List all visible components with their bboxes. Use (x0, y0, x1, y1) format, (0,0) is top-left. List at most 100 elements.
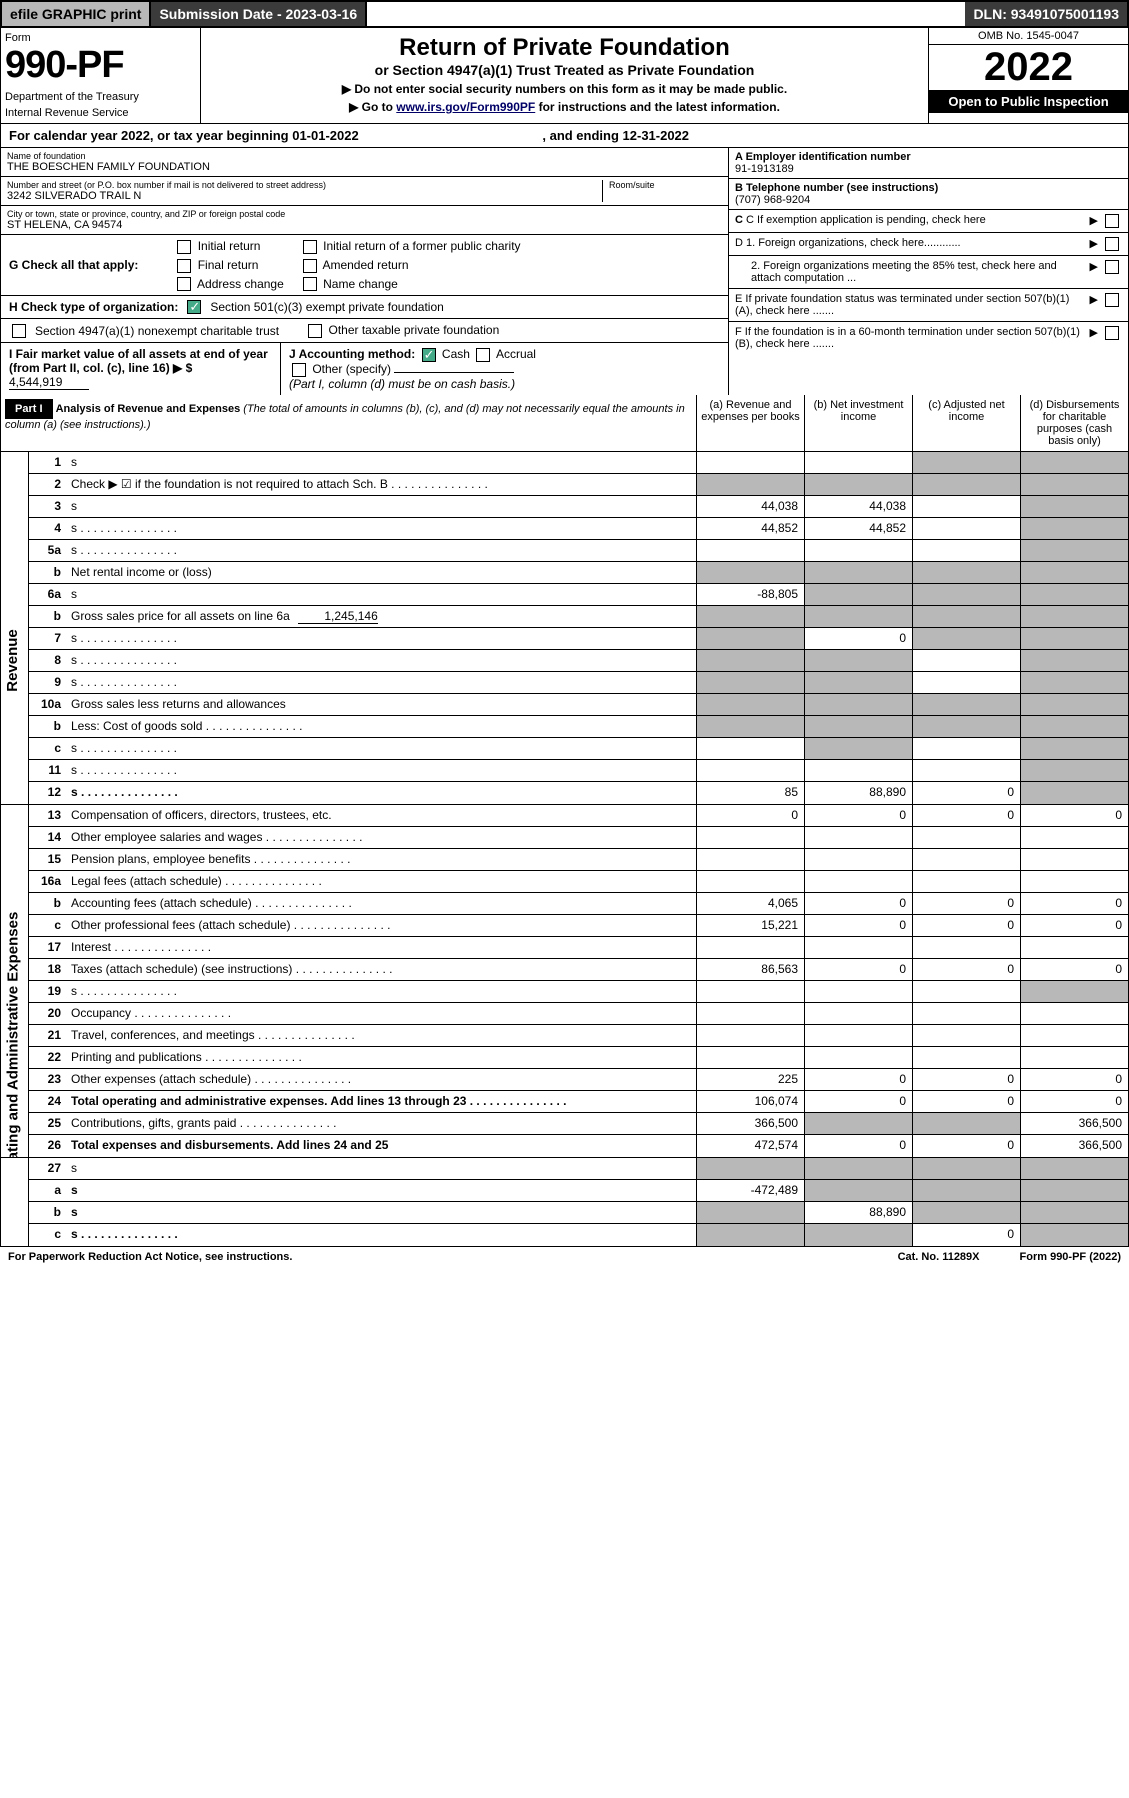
table-row: 13Compensation of officers, directors, t… (29, 805, 1128, 827)
efile-button[interactable]: efile GRAPHIC print (2, 2, 151, 26)
table-row: 11s (29, 760, 1128, 782)
table-row: 6as-88,805 (29, 584, 1128, 606)
top-bar: efile GRAPHIC print Submission Date - 20… (0, 0, 1129, 28)
section-f: F If the foundation is in a 60-month ter… (735, 326, 1086, 350)
form-label: Form (5, 32, 196, 44)
form-subtitle: or Section 4947(a)(1) Trust Treated as P… (207, 62, 922, 78)
checkbox-other-method[interactable] (292, 363, 306, 377)
room-label: Room/suite (609, 180, 722, 190)
city-state-zip: ST HELENA, CA 94574 (7, 219, 722, 231)
col-d-header: (d) Disbursements for charitable purpose… (1020, 395, 1128, 451)
table-row: 3s44,03844,038 (29, 496, 1128, 518)
table-row: cOther professional fees (attach schedul… (29, 915, 1128, 937)
checkbox-d1[interactable] (1105, 237, 1119, 251)
checkbox-amended[interactable] (303, 259, 317, 273)
foundation-name: THE BOESCHEN FAMILY FOUNDATION (7, 161, 722, 173)
table-row: as-472,489 (29, 1180, 1128, 1202)
table-row: 26Total expenses and disbursements. Add … (29, 1135, 1128, 1157)
bottom-section: 27sas-472,489bs88,890cs0 (0, 1158, 1129, 1247)
ein-label: A Employer identification number (735, 151, 911, 163)
checkbox-former-public[interactable] (303, 240, 317, 254)
col-a-header: (a) Revenue and expenses per books (696, 395, 804, 451)
checkbox-final-return[interactable] (177, 259, 191, 273)
table-row: 5as (29, 540, 1128, 562)
section-d2: 2. Foreign organizations meeting the 85%… (735, 260, 1086, 284)
part1-label: Part I (5, 399, 53, 419)
note-link: ▶ Go to www.irs.gov/Form990PF for instru… (207, 100, 922, 114)
section-i-label: I Fair market value of all assets at end… (9, 347, 268, 375)
table-row: 25Contributions, gifts, grants paid366,5… (29, 1113, 1128, 1135)
note-ssn: ▶ Do not enter social security numbers o… (207, 82, 922, 96)
section-c: C C If exemption application is pending,… (735, 214, 1086, 228)
table-row: 4s44,85244,852 (29, 518, 1128, 540)
checkbox-cash[interactable] (422, 348, 436, 362)
checkbox-name-change[interactable] (303, 277, 317, 291)
form-number: 990-PF (5, 44, 196, 87)
open-public-badge: Open to Public Inspection (929, 90, 1128, 113)
irs-link[interactable]: www.irs.gov/Form990PF (396, 100, 535, 114)
table-row: 19s (29, 981, 1128, 1003)
col-b-header: (b) Net investment income (804, 395, 912, 451)
table-row: bLess: Cost of goods sold (29, 716, 1128, 738)
footer-catno: Cat. No. 11289X (898, 1251, 980, 1263)
section-e: E If private foundation status was termi… (735, 293, 1086, 317)
footer-paperwork: For Paperwork Reduction Act Notice, see … (8, 1251, 292, 1263)
addr-label: Number and street (or P.O. box number if… (7, 180, 602, 190)
section-g: G Check all that apply: Initial return F… (1, 235, 728, 296)
table-row: 20Occupancy (29, 1003, 1128, 1025)
ein-value: 91-1913189 (735, 163, 1122, 175)
table-row: 12s8588,8900 (29, 782, 1128, 804)
checkbox-address-change[interactable] (177, 277, 191, 291)
form-title: Return of Private Foundation (207, 34, 922, 62)
table-row: 10aGross sales less returns and allowanc… (29, 694, 1128, 716)
expenses-section: Operating and Administrative Expenses 13… (0, 805, 1129, 1158)
col-c-header: (c) Adjusted net income (912, 395, 1020, 451)
table-row: 22Printing and publications (29, 1047, 1128, 1069)
phone-label: B Telephone number (see instructions) (735, 182, 938, 194)
footer-formref: Form 990-PF (2022) (1020, 1251, 1121, 1263)
table-row: 15Pension plans, employee benefits (29, 849, 1128, 871)
table-row: 17Interest (29, 937, 1128, 959)
part1-header: Part I Analysis of Revenue and Expenses … (0, 395, 1129, 452)
checkbox-c[interactable] (1105, 214, 1119, 228)
checkbox-d2[interactable] (1105, 260, 1119, 274)
table-row: 18Taxes (attach schedule) (see instructi… (29, 959, 1128, 981)
checkbox-f[interactable] (1105, 326, 1119, 340)
dln-number: DLN: 93491075001193 (965, 2, 1127, 26)
section-h: H Check type of organization: Section 50… (1, 296, 728, 319)
table-row: 2Check ▶ ☑ if the foundation is not requ… (29, 474, 1128, 496)
checkbox-accrual[interactable] (476, 348, 490, 362)
table-row: 24Total operating and administrative exp… (29, 1091, 1128, 1113)
revenue-label: Revenue (4, 629, 21, 692)
table-row: 14Other employee salaries and wages (29, 827, 1128, 849)
table-row: cs (29, 738, 1128, 760)
dept-treasury: Department of the Treasury (5, 91, 196, 103)
phone-value: (707) 968-9204 (735, 194, 1122, 206)
table-row: bGross sales price for all assets on lin… (29, 606, 1128, 628)
table-row: 9s (29, 672, 1128, 694)
calendar-year-row: For calendar year 2022, or tax year begi… (0, 124, 1129, 148)
checkbox-4947[interactable] (12, 324, 26, 338)
name-label: Name of foundation (7, 151, 722, 161)
table-row: 7s0 (29, 628, 1128, 650)
table-row: 23Other expenses (attach schedule)225000 (29, 1069, 1128, 1091)
table-row: cs0 (29, 1224, 1128, 1246)
table-row: 21Travel, conferences, and meetings (29, 1025, 1128, 1047)
table-row: bNet rental income or (loss) (29, 562, 1128, 584)
checkbox-501c3[interactable] (187, 300, 201, 314)
omb-number: OMB No. 1545-0047 (929, 28, 1128, 45)
fair-market-value: 4,544,919 (9, 375, 89, 390)
table-row: 27s (29, 1158, 1128, 1180)
section-d1: D 1. Foreign organizations, check here..… (735, 237, 1086, 251)
address: 3242 SILVERADO TRAIL N (7, 190, 602, 202)
checkbox-initial-return[interactable] (177, 240, 191, 254)
city-label: City or town, state or province, country… (7, 209, 722, 219)
tax-year: 2022 (929, 45, 1128, 90)
table-row: bs88,890 (29, 1202, 1128, 1224)
dept-irs: Internal Revenue Service (5, 107, 196, 119)
revenue-section: Revenue 1s2Check ▶ ☑ if the foundation i… (0, 452, 1129, 805)
checkbox-e[interactable] (1105, 293, 1119, 307)
checkbox-other-taxable[interactable] (308, 324, 322, 338)
table-row: 1s (29, 452, 1128, 474)
submission-date: Submission Date - 2023-03-16 (151, 2, 367, 26)
